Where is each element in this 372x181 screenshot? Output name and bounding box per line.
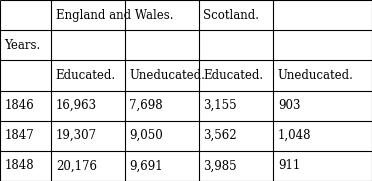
Text: 1,048: 1,048: [278, 129, 311, 142]
Text: Scotland.: Scotland.: [203, 9, 260, 22]
Text: Uneducated.: Uneducated.: [129, 69, 205, 82]
Text: 3,562: 3,562: [203, 129, 237, 142]
Text: 3,155: 3,155: [203, 99, 237, 112]
Text: Years.: Years.: [4, 39, 41, 52]
Text: England and Wales.: England and Wales.: [56, 9, 173, 22]
Text: 911: 911: [278, 159, 300, 172]
Text: 9,691: 9,691: [129, 159, 163, 172]
Text: 903: 903: [278, 99, 300, 112]
Text: 3,985: 3,985: [203, 159, 237, 172]
Text: 9,050: 9,050: [129, 129, 163, 142]
Text: 1848: 1848: [4, 159, 34, 172]
Text: 16,963: 16,963: [56, 99, 97, 112]
Text: Educated.: Educated.: [203, 69, 264, 82]
Text: 20,176: 20,176: [56, 159, 97, 172]
Text: Educated.: Educated.: [56, 69, 116, 82]
Text: 1846: 1846: [4, 99, 34, 112]
Text: Uneducated.: Uneducated.: [278, 69, 354, 82]
Text: 19,307: 19,307: [56, 129, 97, 142]
Text: 7,698: 7,698: [129, 99, 163, 112]
Text: 1847: 1847: [4, 129, 34, 142]
